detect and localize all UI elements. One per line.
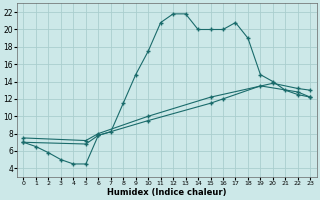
- X-axis label: Humidex (Indice chaleur): Humidex (Indice chaleur): [107, 188, 227, 197]
